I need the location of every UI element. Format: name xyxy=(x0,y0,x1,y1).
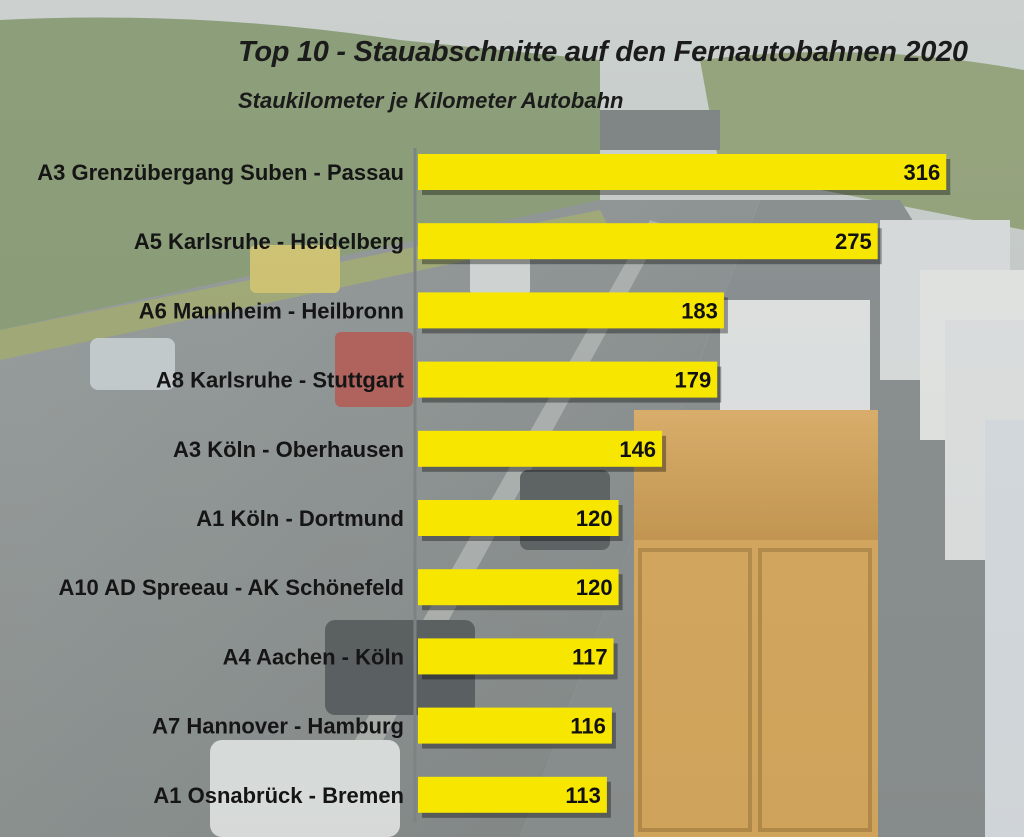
chart-subtitle: Staukilometer je Kilometer Autobahn xyxy=(238,88,624,113)
category-label: A1 Osnabrück - Bremen xyxy=(153,783,404,808)
value-label: 316 xyxy=(904,160,941,185)
bar xyxy=(418,223,878,260)
chart-title: Top 10 - Stauabschnitte auf den Fernauto… xyxy=(238,36,968,68)
value-label: 146 xyxy=(619,437,656,462)
category-label: A5 Karlsruhe - Heidelberg xyxy=(134,229,404,254)
bar xyxy=(418,154,947,190)
bar xyxy=(418,776,607,813)
category-label: A7 Hannover - Hamburg xyxy=(152,714,404,739)
bar xyxy=(418,638,614,675)
value-label: 117 xyxy=(572,644,608,669)
bar xyxy=(418,361,718,398)
category-label: A4 Aachen - Köln xyxy=(223,644,404,669)
category-labels: A3 Grenzübergang Suben - Passau A5 Karlsr… xyxy=(37,160,404,808)
category-label: A3 Köln - Oberhausen xyxy=(173,437,404,462)
category-label: A6 Mannheim - Heilbronn xyxy=(139,298,404,323)
value-label: 183 xyxy=(681,298,718,323)
category-label: A10 AD Spreeau - AK Schönefeld xyxy=(58,575,404,600)
bar xyxy=(418,569,619,606)
bar xyxy=(418,707,612,744)
value-labels: 316 275 183 179 146 120 120 117 116 113 xyxy=(565,160,940,808)
bar xyxy=(418,430,663,467)
bars-group xyxy=(418,154,951,818)
value-label: 275 xyxy=(835,229,872,254)
value-label: 120 xyxy=(576,506,613,531)
category-label: A3 Grenzübergang Suben - Passau xyxy=(37,160,404,185)
category-label: A8 Karlsruhe - Stuttgart xyxy=(156,368,405,393)
value-label: 116 xyxy=(570,714,606,739)
bar xyxy=(418,292,724,329)
value-label: 113 xyxy=(565,783,601,808)
bar xyxy=(418,500,619,536)
value-label: 120 xyxy=(576,575,613,600)
value-label: 179 xyxy=(675,368,712,393)
category-label: A1 Köln - Dortmund xyxy=(196,506,404,531)
